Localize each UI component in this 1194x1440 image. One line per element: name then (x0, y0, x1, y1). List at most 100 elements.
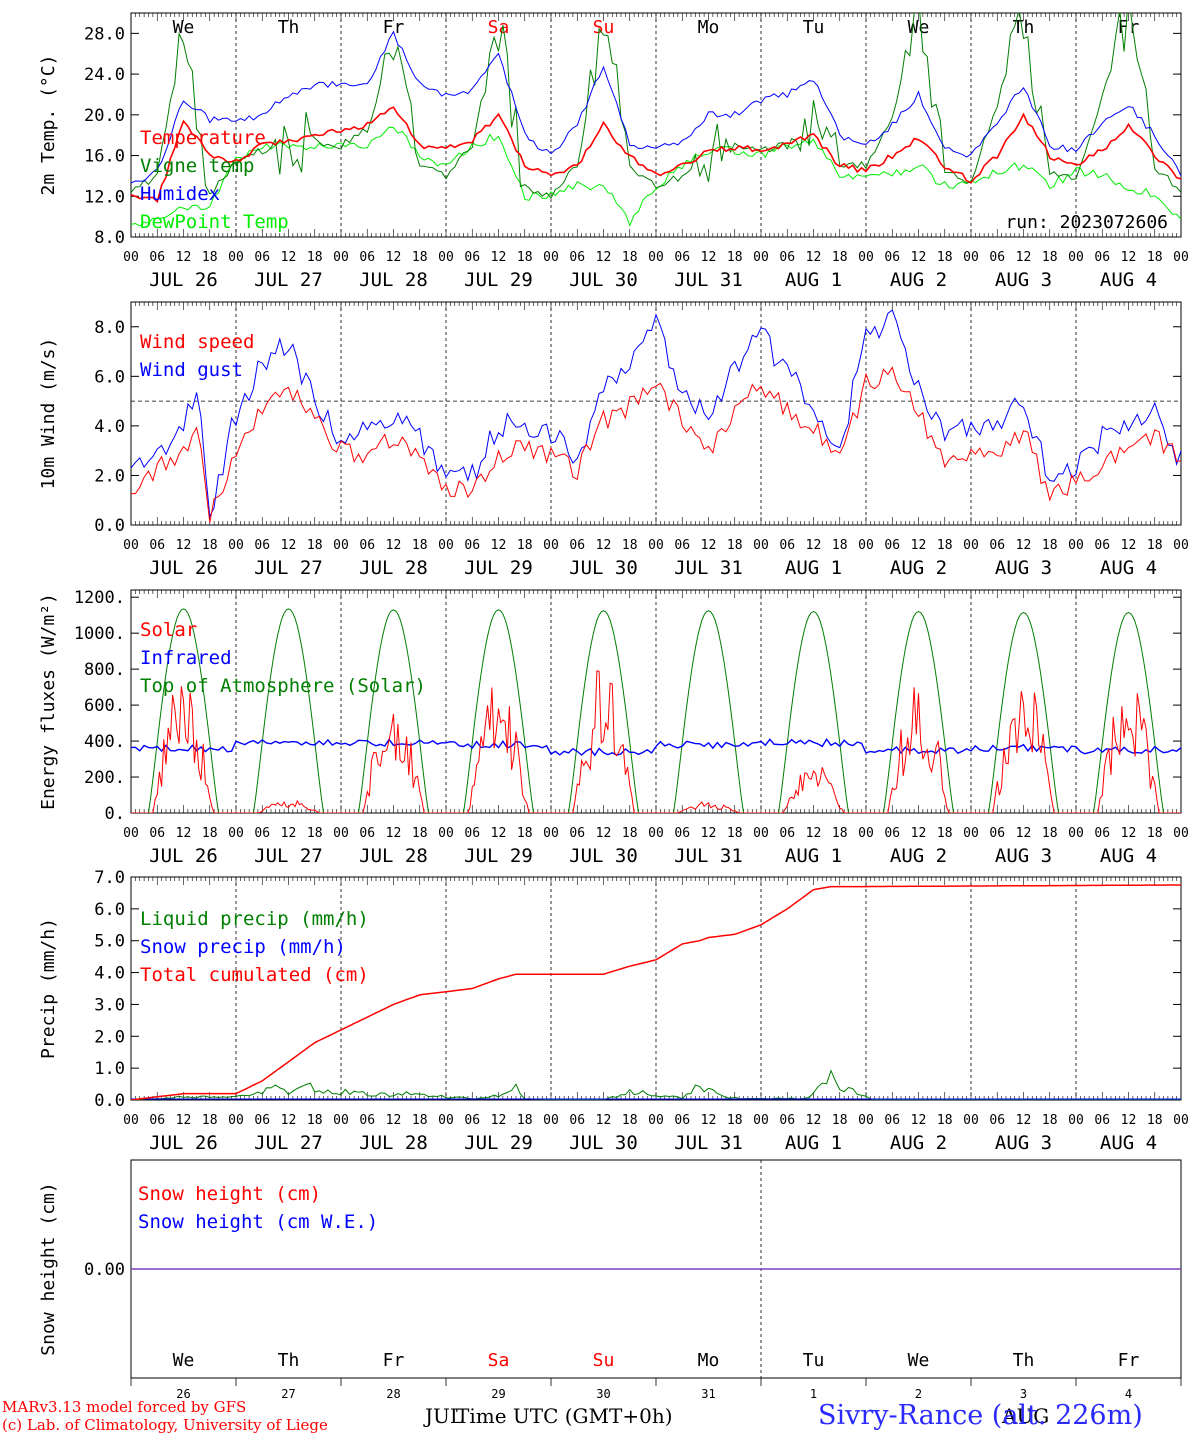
hour-tick-label: 18 (1042, 826, 1058, 841)
hour-tick-label: 00 (753, 826, 769, 841)
hour-tick-label: 12 (386, 250, 402, 265)
hour-tick-label: 12 (281, 1113, 297, 1128)
temperature-y-axis-label: 2m Temp. (°C) (38, 55, 59, 196)
date-label: JUL 30 (569, 845, 638, 867)
hour-tick-label: 06 (989, 538, 1005, 553)
precip-series (131, 884, 1181, 1100)
date-label: JUL 29 (464, 269, 533, 291)
series-line-wind-speed (131, 366, 1181, 523)
month-right-label: AUG (1002, 1404, 1050, 1428)
hour-tick-label: 06 (1094, 1113, 1110, 1128)
date-label: JUL 30 (569, 557, 638, 579)
date-label: AUG 1 (785, 845, 842, 867)
temperature-series (131, 13, 1181, 227)
hour-tick-label: 12 (701, 538, 717, 553)
legend-entry: Snow height (cm) (138, 1183, 321, 1205)
hour-tick-label: 06 (359, 1113, 375, 1128)
hour-tick-label: 00 (858, 250, 874, 265)
hour-tick-label: 12 (491, 538, 507, 553)
hour-tick-label: 06 (569, 826, 585, 841)
wind-frame (130, 301, 1182, 526)
hour-tick-label: 00 (543, 538, 559, 553)
precip-y-axis-label: Precip (mm/h) (38, 918, 59, 1059)
hour-tick-label: 06 (779, 1113, 795, 1128)
hour-tick-label: 12 (491, 826, 507, 841)
hour-tick-label: 12 (386, 826, 402, 841)
y-tick-label: 8.0 (94, 318, 125, 338)
hour-tick-label: 06 (464, 538, 480, 553)
hour-tick-label: 12 (1016, 826, 1032, 841)
day-number-label: 27 (281, 1387, 295, 1401)
hour-tick-label: 18 (1147, 1113, 1163, 1128)
hour-tick-label: 18 (727, 826, 743, 841)
hour-tick-label: 00 (1173, 826, 1189, 841)
hour-tick-label: 06 (884, 826, 900, 841)
day-number-label: 29 (491, 1387, 505, 1401)
day-number-label: 4 (1125, 1387, 1132, 1401)
hour-tick-label: 06 (779, 538, 795, 553)
hour-tick-label: 18 (307, 826, 323, 841)
y-tick-label: 2.0 (94, 1027, 125, 1047)
hour-tick-label: 00 (1068, 1113, 1084, 1128)
temperature-frame (130, 12, 1182, 238)
day-number-label: 30 (596, 1387, 610, 1401)
hour-tick-label: 00 (648, 538, 664, 553)
weekday-label: Th (1013, 17, 1035, 38)
hour-tick-label: 00 (543, 250, 559, 265)
weekday-label: Su (593, 1350, 615, 1371)
hour-tick-label: 18 (412, 826, 428, 841)
hour-tick-label: 06 (359, 250, 375, 265)
legend-entry: DewPoint Temp (140, 211, 289, 233)
hour-tick-label: 18 (412, 250, 428, 265)
date-label: AUG 3 (995, 557, 1052, 579)
hour-tick-label: 00 (543, 1113, 559, 1128)
hour-tick-label: 00 (963, 1113, 979, 1128)
hour-tick-label: 18 (832, 250, 848, 265)
legend-entry: Wind gust (140, 359, 243, 381)
hour-tick-label: 00 (753, 538, 769, 553)
hour-tick-label: 18 (307, 250, 323, 265)
hour-tick-label: 06 (884, 1113, 900, 1128)
hour-tick-label: 18 (1147, 250, 1163, 265)
date-label: JUL 26 (149, 269, 218, 291)
y-tick-label: 6.0 (94, 367, 125, 387)
hour-tick-label: 06 (254, 826, 270, 841)
hour-tick-label: 00 (123, 538, 139, 553)
hour-tick-label: 12 (911, 250, 927, 265)
date-label: AUG 3 (995, 269, 1052, 291)
hour-tick-label: 06 (569, 1113, 585, 1128)
hour-tick-label: 12 (1016, 1113, 1032, 1128)
hour-tick-label: 00 (1173, 1113, 1189, 1128)
hour-tick-label: 18 (937, 1113, 953, 1128)
wind-series (131, 309, 1181, 523)
y-tick-label: 2.0 (94, 466, 125, 486)
y-tick-label: 600. (84, 696, 125, 716)
hour-tick-label: 12 (386, 538, 402, 553)
hour-tick-label: 06 (254, 250, 270, 265)
y-tick-label: 800. (84, 660, 125, 680)
y-tick-label: 5.0 (94, 932, 125, 952)
date-label: JUL 29 (464, 557, 533, 579)
series-line-total-cumulated (131, 884, 1181, 1100)
hour-tick-label: 06 (989, 1113, 1005, 1128)
date-label: AUG 4 (1100, 845, 1157, 867)
legend-entry: Solar (140, 619, 197, 641)
hour-tick-label: 18 (1147, 826, 1163, 841)
hour-tick-label: 00 (1173, 250, 1189, 265)
hour-tick-label: 18 (202, 826, 218, 841)
hour-tick-label: 00 (438, 538, 454, 553)
hour-tick-label: 00 (648, 826, 664, 841)
energy-y-axis-label: Energy fluxes (W/m²) (38, 593, 59, 810)
hour-tick-label: 00 (1173, 538, 1189, 553)
date-label: AUG 1 (785, 557, 842, 579)
hour-tick-label: 18 (727, 538, 743, 553)
date-label: JUL 27 (254, 269, 323, 291)
y-tick-label: 200. (84, 768, 125, 788)
date-label: AUG 4 (1100, 1132, 1157, 1154)
date-label: JUL 27 (254, 557, 323, 579)
date-label: JUL 26 (149, 557, 218, 579)
date-label: AUG 2 (890, 845, 947, 867)
hour-tick-label: 18 (412, 538, 428, 553)
hour-tick-label: 12 (176, 1113, 192, 1128)
hour-tick-label: 06 (464, 826, 480, 841)
